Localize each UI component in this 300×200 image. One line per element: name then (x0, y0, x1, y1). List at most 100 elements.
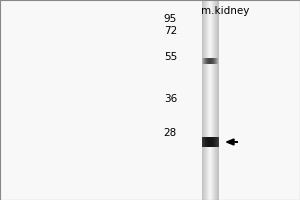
Bar (202, 137, 203, 147)
Bar (205, 58, 206, 64)
Bar (207, 58, 208, 64)
Bar (234, 141, 238, 143)
Bar (214, 0, 215, 200)
Text: 55: 55 (164, 52, 177, 62)
Bar (210, 0, 211, 200)
Text: m.kidney: m.kidney (201, 6, 249, 16)
Bar (205, 58, 206, 64)
Bar (206, 58, 207, 64)
Bar (215, 58, 216, 64)
Bar (214, 137, 215, 147)
Bar (209, 58, 210, 64)
Bar (216, 0, 217, 200)
Bar (218, 58, 219, 64)
Bar (202, 0, 203, 200)
Bar (213, 58, 214, 64)
Bar (204, 58, 205, 64)
Bar (205, 137, 206, 147)
Bar (206, 0, 207, 200)
Bar (213, 58, 214, 64)
Text: 72: 72 (164, 26, 177, 36)
Bar (206, 137, 207, 147)
Bar (217, 0, 218, 200)
Text: 28: 28 (164, 128, 177, 138)
Bar (203, 0, 204, 200)
Bar (208, 58, 209, 64)
Bar (208, 0, 209, 200)
Bar (213, 137, 214, 147)
Text: 95: 95 (164, 14, 177, 24)
Bar (205, 137, 206, 147)
Bar (212, 0, 213, 200)
Bar (213, 137, 214, 147)
Bar (214, 58, 215, 64)
Bar (208, 137, 209, 147)
Bar (215, 137, 216, 147)
Bar (216, 137, 217, 147)
Bar (203, 58, 204, 64)
Bar (210, 58, 211, 64)
Bar (202, 0, 203, 200)
Bar (207, 0, 208, 200)
Bar (211, 0, 212, 200)
Bar (207, 137, 208, 147)
Bar (214, 0, 215, 200)
Polygon shape (226, 139, 234, 145)
Bar (204, 0, 205, 200)
Bar (204, 137, 205, 147)
Bar (209, 58, 210, 64)
Bar (203, 58, 204, 64)
Bar (208, 58, 209, 64)
Bar (205, 0, 206, 200)
Bar (207, 58, 208, 64)
Bar (207, 137, 208, 147)
Bar (217, 58, 218, 64)
Bar (209, 137, 210, 147)
Bar (210, 137, 211, 147)
Bar (209, 0, 210, 200)
Bar (203, 137, 204, 147)
Bar (209, 137, 210, 147)
Bar (210, 58, 211, 64)
Bar (208, 137, 209, 147)
Bar (202, 58, 203, 64)
Bar (218, 137, 219, 147)
Bar (216, 58, 217, 64)
Bar (210, 137, 211, 147)
Bar (216, 58, 217, 64)
Bar (213, 0, 214, 200)
Bar (212, 58, 213, 64)
Bar (206, 58, 207, 64)
Bar (202, 137, 203, 147)
Bar (215, 0, 216, 200)
Bar (212, 137, 213, 147)
Bar (214, 137, 215, 147)
Bar (216, 137, 217, 147)
Bar (211, 58, 212, 64)
Bar (217, 137, 218, 147)
Bar (215, 58, 216, 64)
Bar (203, 0, 204, 200)
Bar (211, 137, 212, 147)
Bar (212, 58, 213, 64)
Bar (204, 0, 205, 200)
Bar (218, 0, 219, 200)
Bar (216, 0, 217, 200)
Bar (206, 0, 207, 200)
Bar (204, 58, 205, 64)
Bar (208, 0, 209, 200)
Bar (203, 137, 204, 147)
Bar (202, 58, 203, 64)
Bar (207, 0, 208, 200)
Bar (212, 137, 213, 147)
Bar (209, 0, 210, 200)
Bar (217, 0, 218, 200)
Bar (217, 58, 218, 64)
Bar (210, 0, 211, 200)
Bar (206, 137, 207, 147)
Bar (217, 137, 218, 147)
Bar (215, 0, 216, 200)
Bar (214, 58, 215, 64)
Bar (204, 137, 205, 147)
Text: 36: 36 (164, 94, 177, 104)
